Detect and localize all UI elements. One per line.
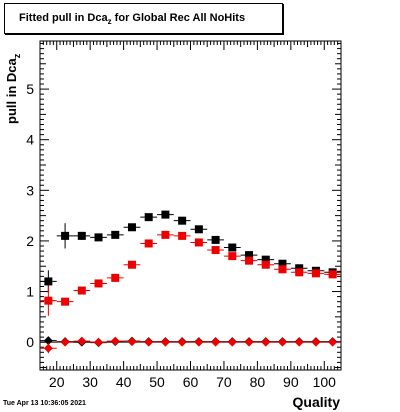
data-point-square: [94, 279, 103, 288]
x-tick-label: 20: [49, 374, 65, 390]
y-axis-label-subscript: z: [12, 53, 22, 59]
data-point-square: [44, 277, 53, 286]
data-point-square: [261, 260, 270, 269]
data-point-diamond: [211, 337, 221, 347]
x-tick-label: 80: [250, 374, 266, 390]
x-tick-label: 40: [116, 374, 132, 390]
x-tick-label: 50: [149, 374, 165, 390]
x-tick-label: 70: [216, 374, 232, 390]
x-tick-label: 100: [313, 374, 337, 390]
data-point-diamond: [144, 337, 154, 347]
data-point-diamond: [77, 336, 87, 346]
data-point-square: [94, 233, 103, 242]
data-point-square: [144, 239, 153, 248]
data-point-diamond: [244, 337, 254, 347]
data-point-square: [178, 216, 187, 225]
series-2: [40, 230, 341, 316]
data-point-square: [178, 231, 187, 240]
data-point-square: [194, 225, 203, 234]
data-point-square: [211, 246, 220, 255]
data-point-square: [261, 255, 270, 264]
data-point-diamond: [277, 337, 287, 347]
data-point-diamond: [227, 337, 237, 347]
data-point-square: [328, 270, 337, 279]
data-point-square: [295, 264, 304, 273]
data-point-square: [295, 268, 304, 277]
y-tick-label: 2: [26, 233, 34, 249]
y-axis-label: pull in Dcaz: [4, 0, 24, 412]
y-axis-label-main: pull in Dca: [4, 58, 19, 124]
data-point-square: [194, 238, 203, 247]
y-tick-label: 3: [26, 182, 34, 198]
y-tick-label: 1: [26, 284, 34, 300]
y-tick-label: 4: [26, 132, 34, 148]
chart-title-box: Fitted pull in Dcaz for Global Rec All N…: [4, 3, 283, 34]
data-point-square: [61, 297, 70, 306]
chart-title-suffix: for Global Rec All NoHits: [111, 12, 246, 24]
data-point-square: [77, 286, 86, 295]
data-point-square: [228, 252, 237, 261]
data-point-square: [127, 260, 136, 269]
x-tick-label: 90: [283, 374, 299, 390]
x-tick-label: 30: [82, 374, 98, 390]
chart-title-prefix: Fitted pull in Dca: [19, 12, 108, 24]
data-point-square: [228, 243, 237, 252]
data-point-diamond: [43, 343, 53, 353]
data-point-square: [311, 269, 320, 278]
data-point-square: [77, 231, 86, 240]
plot-frame: [39, 40, 342, 371]
y-tick-label: 5: [26, 81, 34, 97]
data-point-square: [111, 230, 120, 239]
data-point-square: [61, 231, 70, 240]
footer-timestamp: Tue Apr 13 10:36:05 2021: [3, 400, 86, 407]
x-tick-label: 60: [183, 374, 199, 390]
data-point-diamond: [94, 337, 104, 347]
data-point-diamond: [43, 336, 53, 346]
data-point-diamond: [127, 337, 137, 347]
chart-title-subscript: z: [107, 17, 112, 26]
data-point-diamond: [311, 337, 321, 347]
data-point-diamond: [328, 337, 338, 347]
data-point-square: [211, 235, 220, 244]
axis-ticks: 20 30 40 50 60 70 80 90 100 0 1 2 3 4 5: [26, 41, 342, 390]
data-point-square: [44, 296, 53, 305]
data-point-diamond: [160, 337, 170, 347]
series-1: [40, 210, 341, 293]
data-point-diamond: [110, 336, 120, 346]
y-tick-label: 0: [26, 334, 34, 350]
data-point-square: [127, 223, 136, 232]
series-4: [40, 336, 341, 354]
data-point-square: [278, 259, 287, 268]
data-point-square: [144, 213, 153, 222]
data-point-diamond: [261, 337, 271, 347]
data-point-square: [161, 230, 170, 239]
data-point-diamond: [177, 337, 187, 347]
data-points: [40, 210, 341, 354]
data-point-diamond: [294, 337, 304, 347]
data-point-square: [245, 256, 254, 265]
data-point-diamond: [60, 337, 70, 347]
data-point-square: [111, 273, 120, 282]
x-axis-label: Quality: [292, 394, 340, 410]
data-point-square: [278, 265, 287, 274]
data-point-diamond: [194, 337, 204, 347]
data-point-square: [245, 251, 254, 260]
data-point-square: [161, 210, 170, 219]
